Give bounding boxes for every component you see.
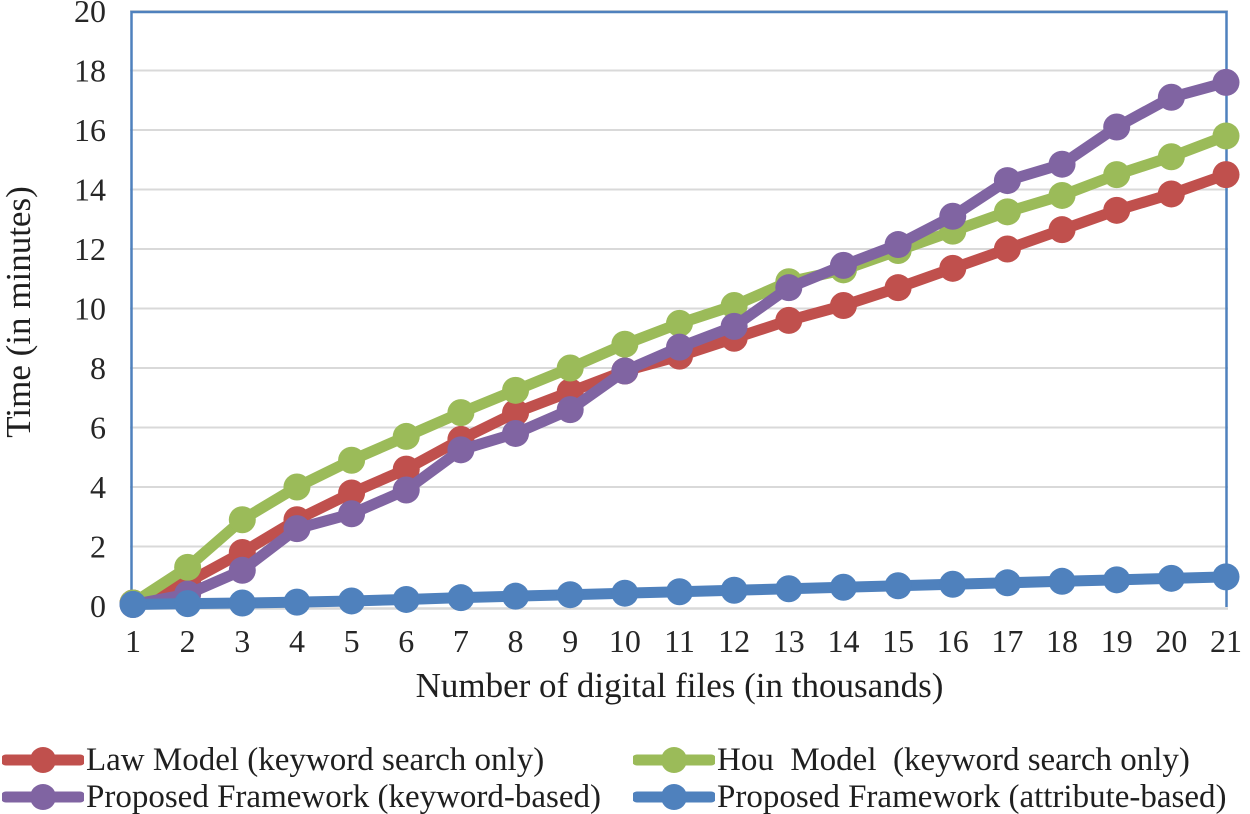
svg-text:18: 18: [74, 53, 106, 89]
svg-text:15: 15: [882, 623, 914, 659]
legend-item-law-model: Law Model (keyword search only): [2, 741, 544, 779]
svg-text:12: 12: [718, 623, 750, 659]
svg-text:13: 13: [773, 623, 805, 659]
svg-text:16: 16: [937, 623, 969, 659]
legend-item-hou-model: Hou Model (keyword search only): [633, 741, 1190, 779]
legend-marker-icon: [633, 784, 715, 810]
svg-text:14: 14: [827, 623, 859, 659]
legend-label: Proposed Framework (keyword-based): [86, 779, 602, 814]
svg-text:6: 6: [398, 623, 414, 659]
legend-marker-icon: [633, 747, 715, 773]
svg-text:3: 3: [234, 623, 250, 659]
svg-text:20: 20: [74, 0, 106, 29]
svg-text:21: 21: [1210, 623, 1242, 659]
svg-text:2: 2: [180, 623, 196, 659]
legend-label: Law Model (keyword search only): [86, 742, 545, 778]
svg-text:6: 6: [90, 410, 106, 446]
legend-marker-icon: [2, 784, 84, 810]
svg-text:1: 1: [125, 623, 141, 659]
svg-text:7: 7: [453, 623, 469, 659]
svg-text:12: 12: [74, 231, 106, 267]
svg-text:19: 19: [1101, 623, 1133, 659]
svg-text:0: 0: [90, 588, 106, 624]
svg-text:14: 14: [74, 172, 106, 208]
svg-text:9: 9: [562, 623, 578, 659]
legend-item-proposed-keyword: Proposed Framework (keyword-based): [2, 778, 601, 814]
svg-text:10: 10: [74, 291, 106, 327]
legend-marker-icon: [2, 747, 84, 773]
x-axis-title: Number of digital files (in thousands): [415, 666, 944, 705]
svg-text:4: 4: [90, 469, 106, 505]
y-axis-title: Time (in minutes): [0, 186, 38, 438]
svg-text:8: 8: [508, 623, 524, 659]
legend-item-proposed-attribute: Proposed Framework (attribute-based): [633, 778, 1227, 814]
svg-text:10: 10: [609, 623, 641, 659]
svg-text:20: 20: [1155, 623, 1187, 659]
svg-text:11: 11: [664, 623, 695, 659]
svg-text:18: 18: [1046, 623, 1078, 659]
svg-text:17: 17: [991, 623, 1023, 659]
svg-text:8: 8: [90, 350, 106, 386]
svg-text:5: 5: [344, 623, 360, 659]
legend-label: Hou Model (keyword search only): [717, 742, 1190, 778]
legend-label: Proposed Framework (attribute-based): [717, 779, 1227, 814]
svg-text:2: 2: [90, 529, 106, 565]
svg-text:16: 16: [74, 112, 106, 148]
svg-text:4: 4: [289, 623, 305, 659]
